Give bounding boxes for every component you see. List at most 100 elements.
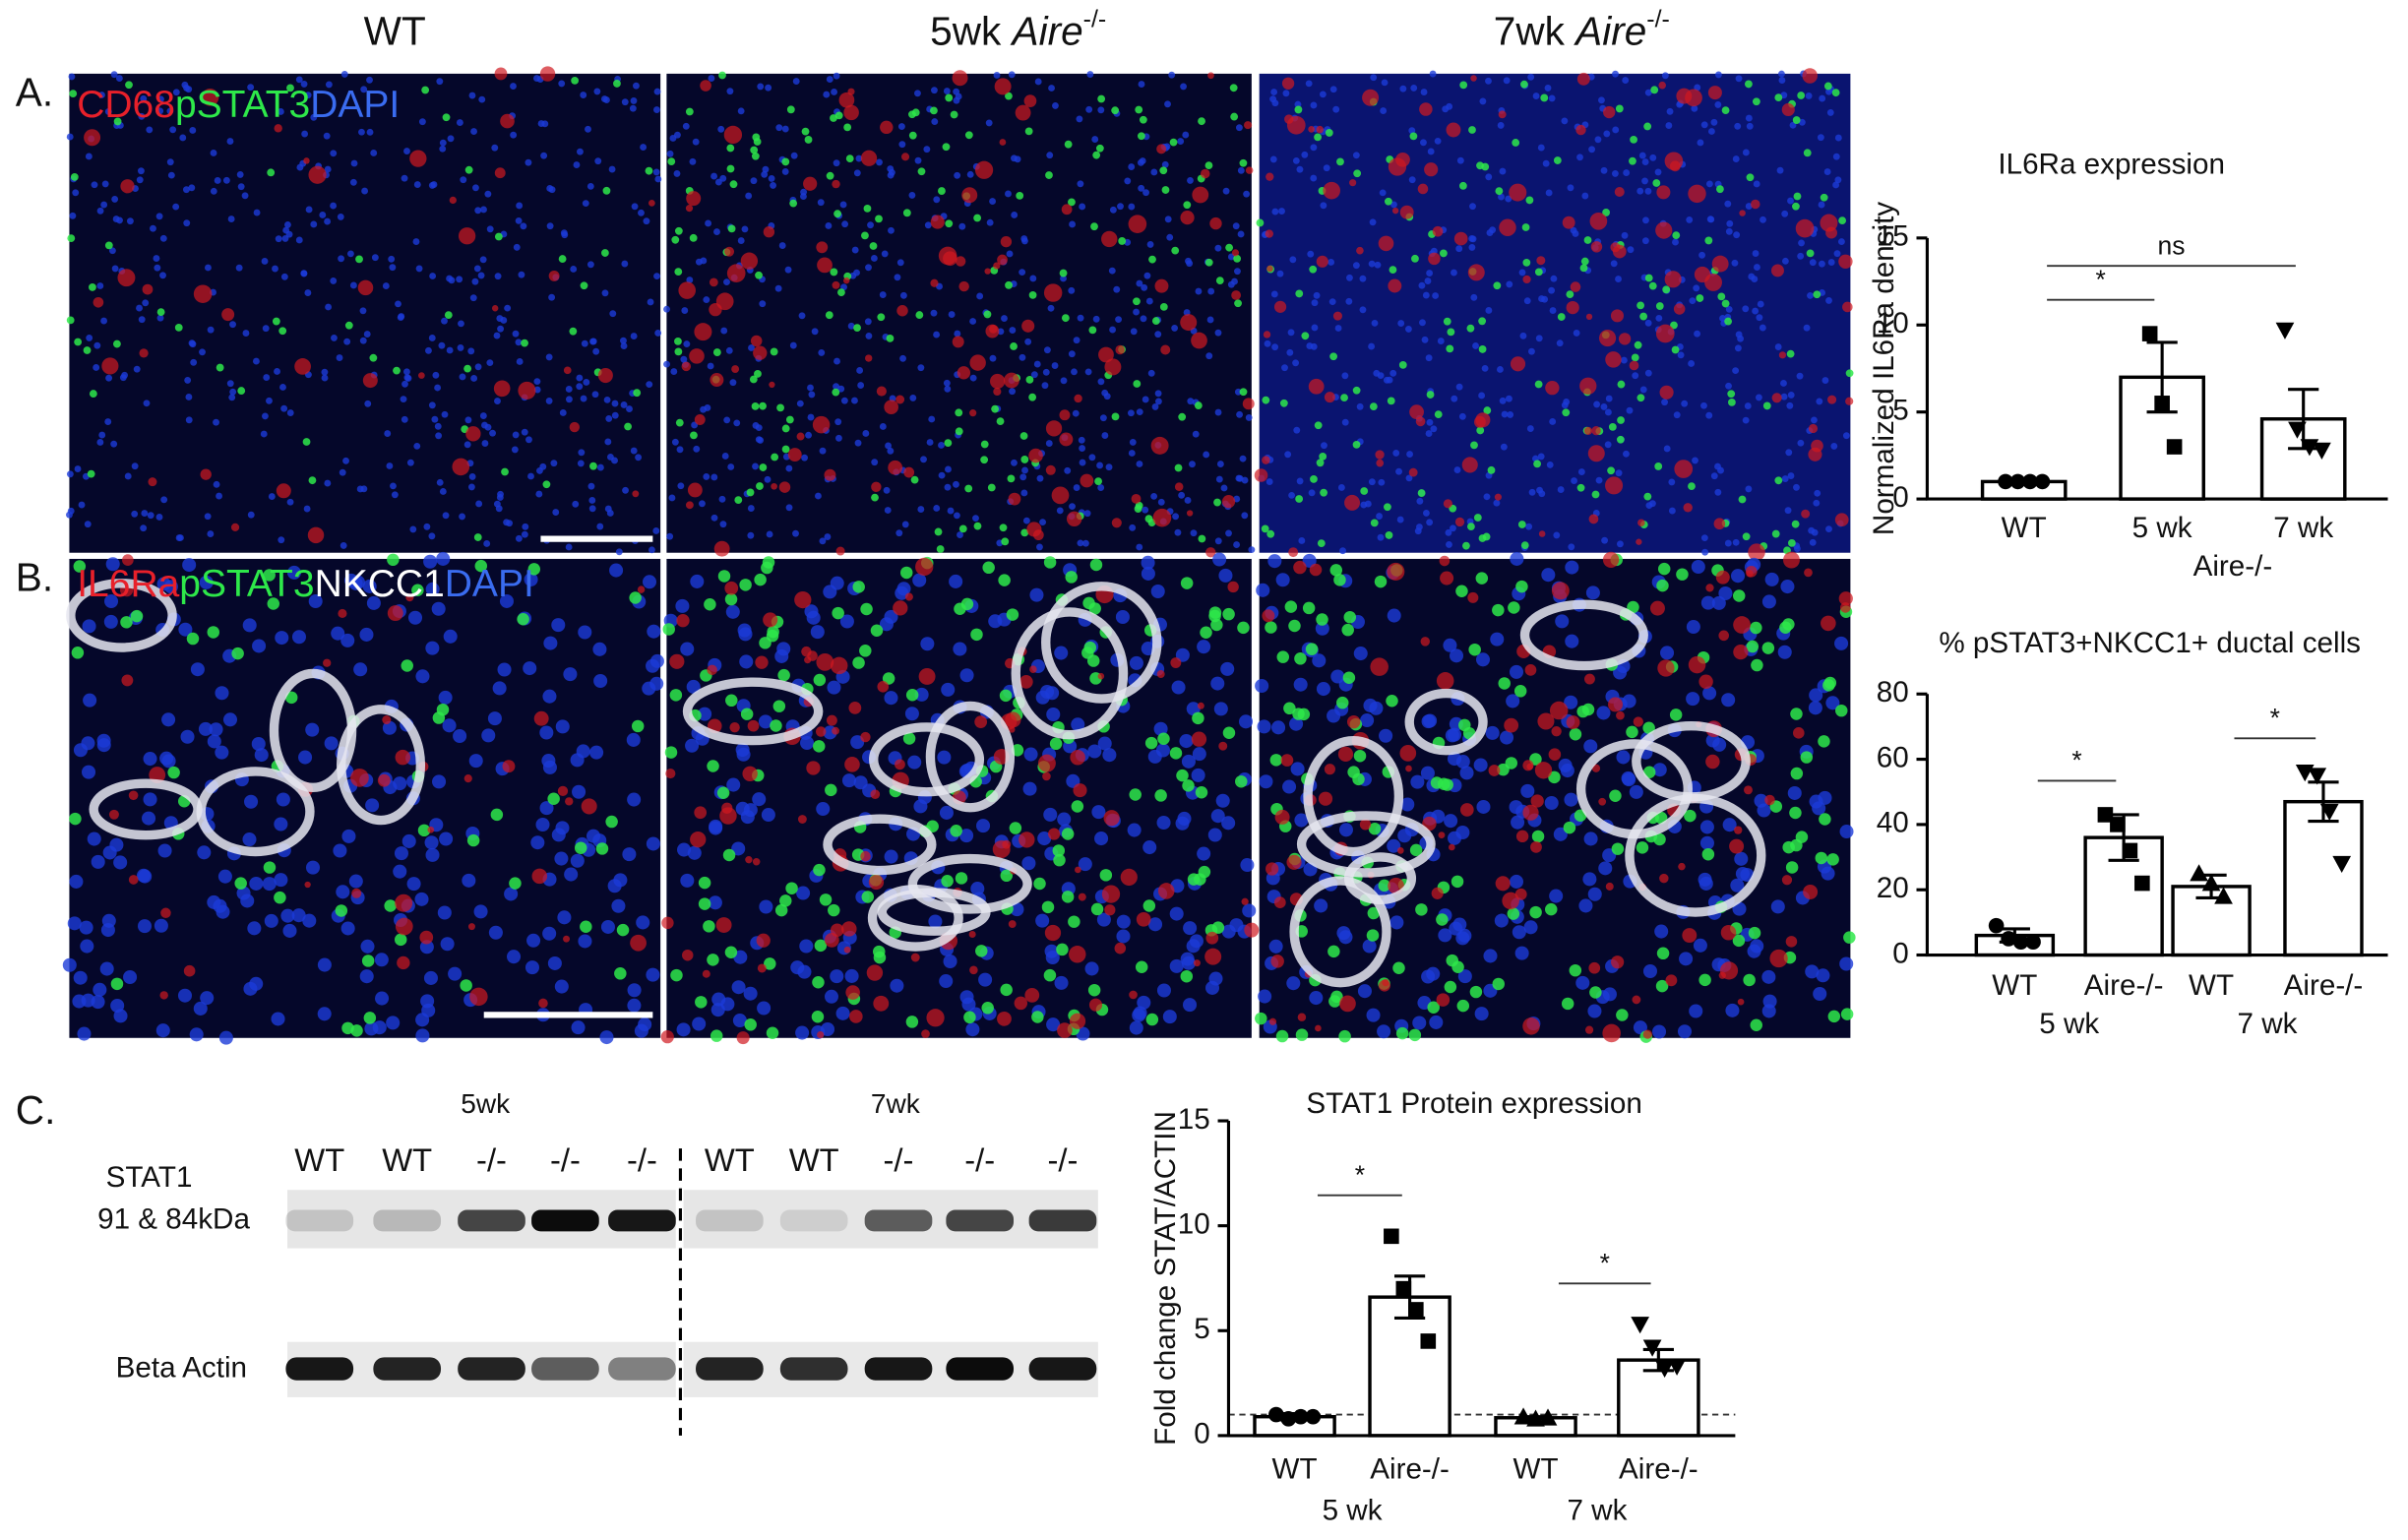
nucleus [1595,476,1603,484]
green-cell [67,234,76,243]
green-cell [770,347,778,356]
nucleus [432,774,447,789]
nucleus [745,192,753,200]
nucleus [434,384,442,392]
red-cell [724,246,735,257]
nucleus [1323,164,1330,172]
green-cell [1533,460,1542,468]
nucleus [1421,336,1429,343]
nucleus [1457,928,1472,943]
green-cell [781,424,790,433]
green-cell [1288,619,1301,633]
nucleus [1561,117,1569,125]
red-cell [1781,875,1793,886]
x-tick-label: Aire-/- [2284,969,2364,1002]
red-cell [1309,563,1323,577]
nucleus [1189,461,1196,468]
red-cell [1045,464,1056,475]
nucleus [1549,889,1564,903]
red-cell [1515,830,1529,843]
nucleus [1362,939,1377,954]
green-cell [417,824,431,837]
nucleus [818,348,826,356]
red-cell [419,930,434,945]
nucleus [469,294,477,302]
nucleus [1400,797,1415,812]
group-label: Aire-/- [2193,550,2273,583]
nucleus [1142,506,1149,514]
nucleus [342,457,349,464]
green-cell [1609,789,1622,802]
nucleus [1752,250,1760,257]
nucleus [570,853,585,868]
nucleus [119,374,127,382]
green-cell [1352,440,1361,449]
green-cell [945,219,954,228]
red-cell [895,395,905,404]
red-cell [362,373,378,389]
nucleus [881,250,889,258]
red-cell [860,150,878,166]
red-cell [952,336,964,348]
red-cell [1245,166,1254,174]
red-cell [1263,331,1271,339]
nucleus [521,428,528,436]
red-cell [1154,278,1169,293]
data-point [1998,473,2013,490]
band [458,1209,525,1232]
nucleus [1636,187,1644,195]
nucleus [1429,70,1437,78]
green-cell [302,438,311,446]
green-cell [1520,80,1528,89]
red-cell [1744,785,1753,795]
green-cell [363,1012,377,1024]
nucleus [494,273,502,280]
nucleus [391,491,399,499]
nucleus [330,150,338,157]
green-cell [825,311,834,320]
green-cell [1204,258,1213,267]
green-cell [1090,902,1104,916]
green-cell [1255,1012,1267,1025]
nucleus [491,144,499,152]
green-cell [308,476,317,485]
nucleus [1042,368,1050,376]
band [779,1357,848,1381]
red-cell [128,875,139,885]
nucleus [319,212,327,218]
nucleus [1147,749,1162,764]
nucleus [453,728,467,744]
red-cell [817,1030,825,1039]
nucleus [73,970,88,985]
green-cell [1144,736,1158,750]
red-cell [1745,565,1758,578]
nucleus [515,534,523,542]
red-cell [1066,511,1082,526]
nucleus [578,449,586,457]
nucleus [1611,169,1619,177]
red-cell [1781,102,1795,117]
nucleus [1081,539,1089,547]
green-cell [1478,345,1487,353]
nucleus [1164,216,1172,223]
nucleus [1383,376,1390,384]
nucleus [401,833,416,848]
red-cell [500,113,515,129]
nucleus [1505,395,1513,402]
nucleus [686,277,694,283]
red-cell [1589,212,1608,230]
nucleus [425,847,440,862]
red-cell [676,613,690,628]
nucleus [431,601,446,616]
red-cell [377,773,391,787]
red-cell [1804,568,1813,578]
nucleus [1833,250,1841,258]
red-cell [1200,168,1210,179]
red-cell [1785,936,1798,948]
green-cell [1284,600,1298,613]
nucleus [1781,475,1789,482]
green-cell [830,268,838,277]
red-cell [1432,225,1444,237]
nucleus [305,860,321,875]
green-cell [998,574,1011,586]
